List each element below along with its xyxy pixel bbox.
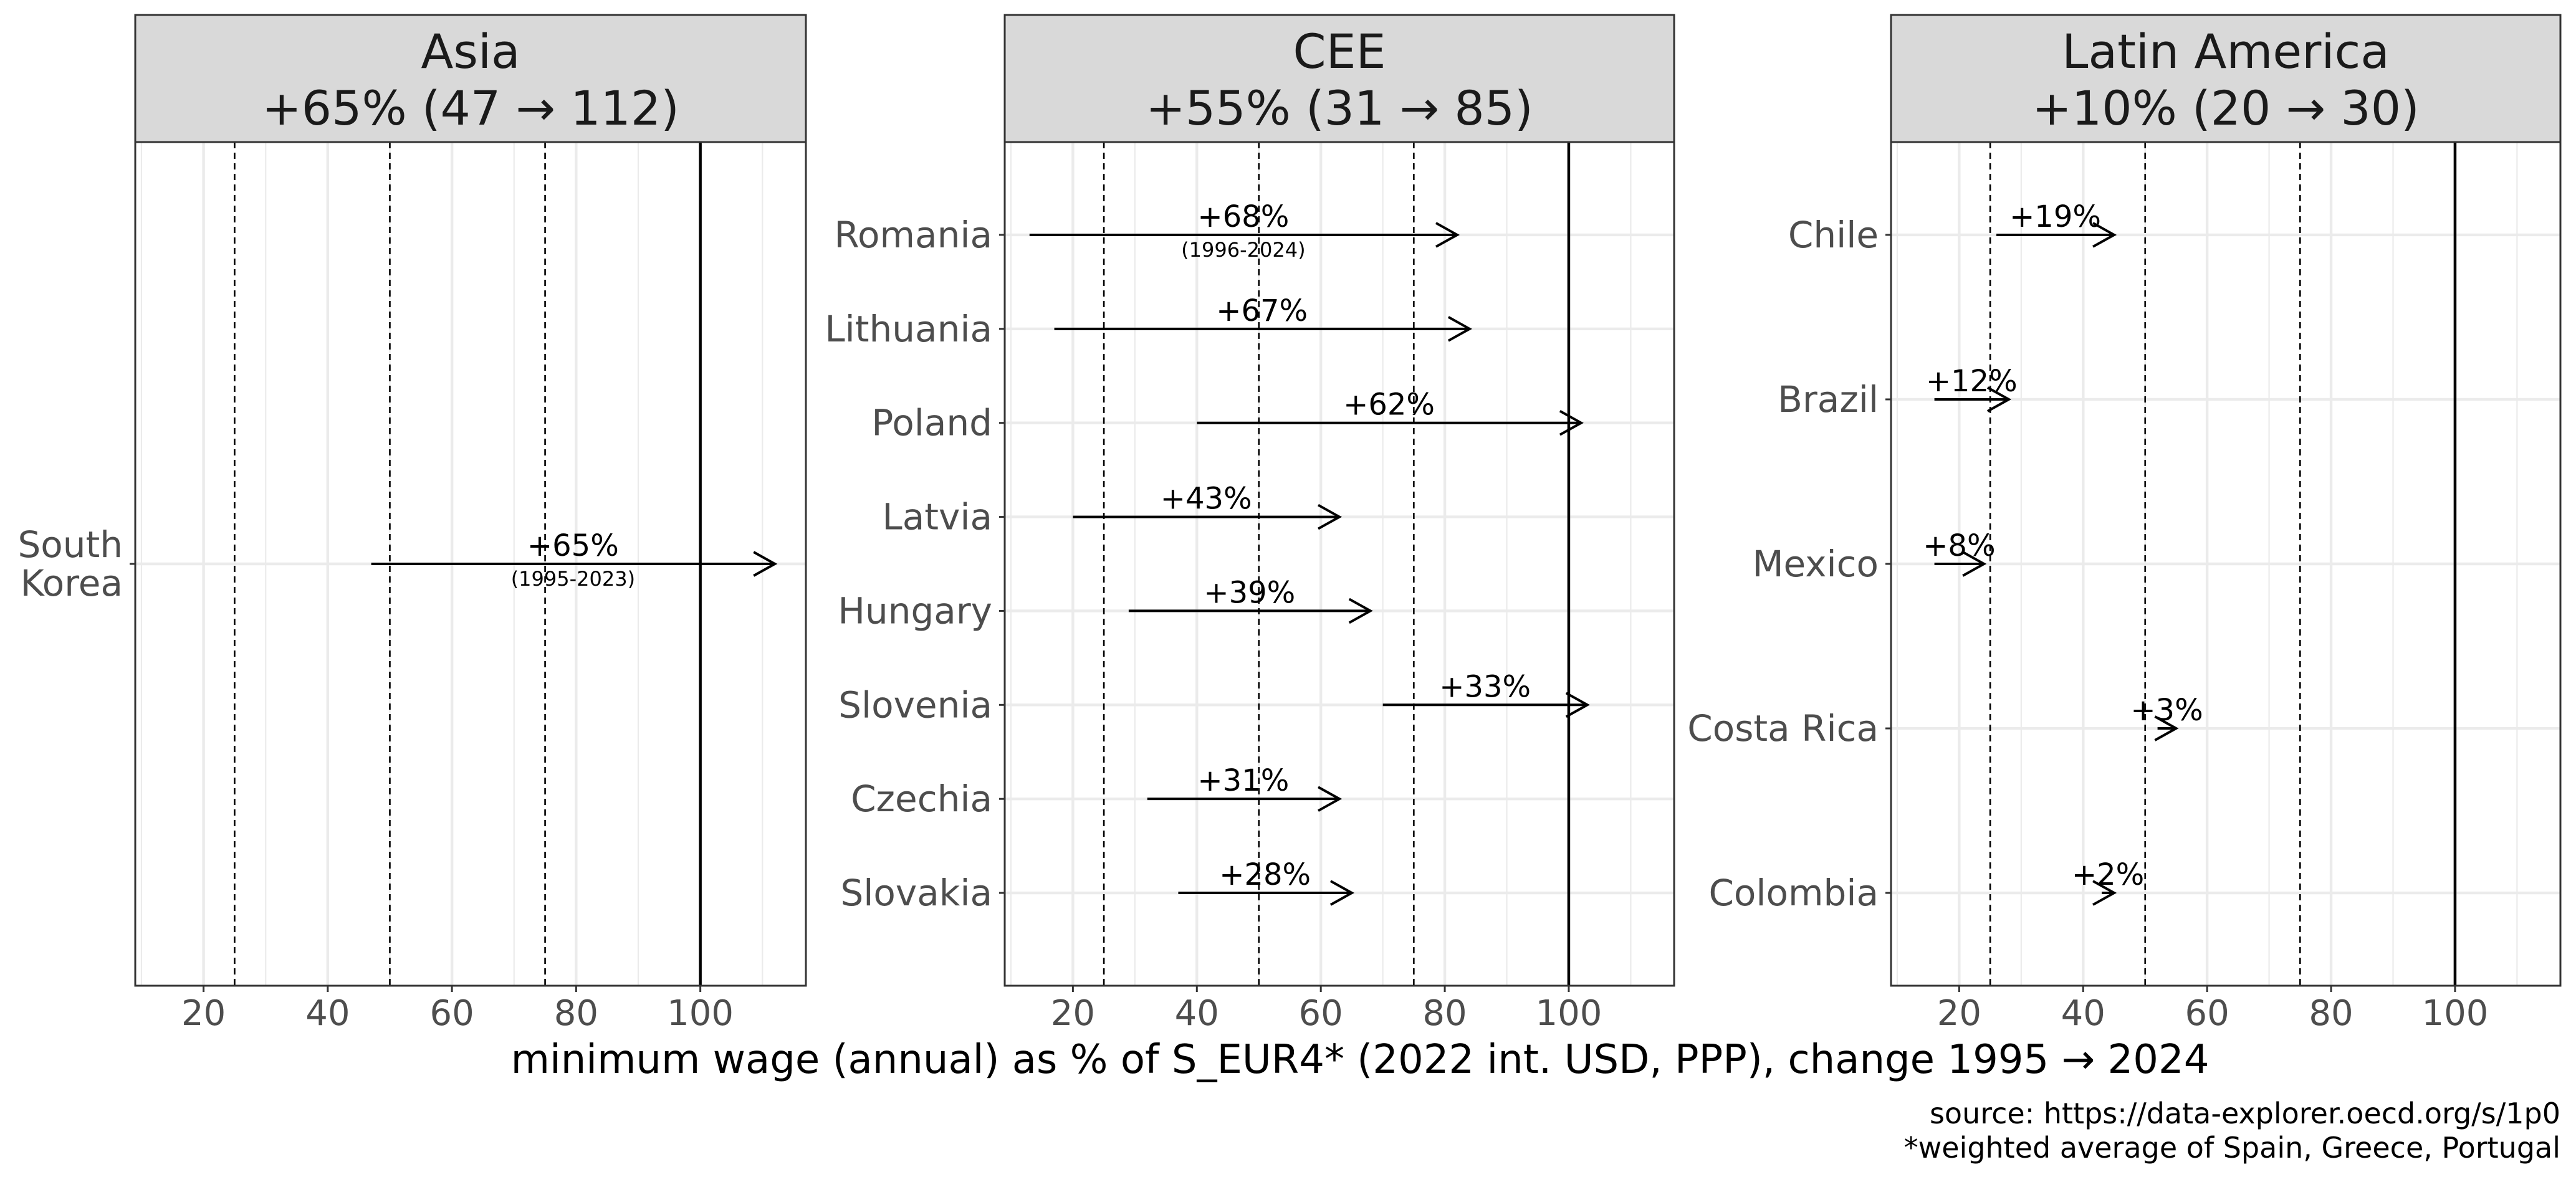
y-tick-label-slovenia: Slovenia xyxy=(838,684,992,726)
x-tick-label: 40 xyxy=(1175,993,1219,1034)
y-tick-label-chile: Chile xyxy=(1788,214,1879,256)
panel-background xyxy=(1005,142,1674,986)
y-tick-label-south-korea: South xyxy=(17,523,123,566)
y-tick-label-colombia: Colombia xyxy=(1708,872,1879,914)
arrow-head xyxy=(1565,692,1590,718)
strip-header xyxy=(1003,14,1675,143)
y-tick-label-hungary: Hungary xyxy=(838,589,992,632)
arrow-head xyxy=(1318,503,1343,530)
arrow-mexico xyxy=(1934,551,1987,577)
arrow-romania xyxy=(1029,222,1460,248)
change-label: +62% xyxy=(1343,388,1435,422)
change-label: +33% xyxy=(1439,669,1531,704)
change-label: +3% xyxy=(2130,693,2203,728)
x-tick-label: 80 xyxy=(2309,993,2353,1034)
arrow-head xyxy=(1329,880,1354,906)
arrow-head xyxy=(1986,386,2012,412)
arrow-head xyxy=(2092,222,2117,248)
change-label: +67% xyxy=(1216,293,1308,328)
change-label: +43% xyxy=(1161,482,1252,517)
arrow-latvia xyxy=(1073,503,1343,530)
period-label: (1995-2023) xyxy=(511,567,635,591)
y-tick-label-brazil: Brazil xyxy=(1778,378,1879,421)
arrow-head xyxy=(1962,551,1987,577)
strip-subtitle-latin-america: +10% (20 → 30) xyxy=(2032,80,2419,136)
x-tick-label: 40 xyxy=(305,993,350,1034)
arrow-slovakia xyxy=(1178,880,1354,906)
arrow-colombia xyxy=(2092,880,2117,906)
change-label: +68% xyxy=(1197,199,1289,234)
y-tick-label-poland: Poland xyxy=(871,402,992,444)
strip-title-latin-america: Latin America xyxy=(2062,24,2390,79)
change-label: +8% xyxy=(1923,528,1995,563)
x-tick-label: 60 xyxy=(429,993,474,1034)
x-tick-label: 60 xyxy=(1299,993,1343,1034)
strip-header xyxy=(134,14,807,143)
change-label: +19% xyxy=(2009,199,2101,234)
arrow-head xyxy=(1447,316,1472,342)
x-tick-label: 100 xyxy=(1535,993,1602,1034)
arrow-south-korea xyxy=(371,551,778,577)
x-tick-label: 20 xyxy=(181,993,226,1034)
arrow-head xyxy=(1318,786,1343,812)
change-label: +31% xyxy=(1197,763,1289,798)
arrow-chile xyxy=(1996,222,2117,248)
strip-title-cee: CEE xyxy=(1293,24,1386,79)
y-tick-label-romania: Romania xyxy=(834,214,992,256)
change-label: +39% xyxy=(1204,575,1295,610)
strip-title-asia: Asia xyxy=(421,24,520,79)
arrow-brazil xyxy=(1934,386,2012,412)
arrow-slovenia xyxy=(1382,692,1590,718)
arrow-head xyxy=(1435,222,1460,248)
strip-subtitle-cee: +55% (31 → 85) xyxy=(1146,80,1533,136)
arrow-poland xyxy=(1197,409,1584,436)
x-tick-label: 20 xyxy=(1937,993,1981,1034)
change-label: +28% xyxy=(1219,857,1311,892)
y-tick-label-mexico: Mexico xyxy=(1752,543,1879,585)
x-tick-label: 80 xyxy=(1422,993,1467,1034)
arrow-costa-rica xyxy=(2154,715,2179,741)
arrow-head xyxy=(2092,880,2117,906)
x-tick-label: 100 xyxy=(667,993,734,1034)
strip-subtitle-asia: +65% (47 → 112) xyxy=(262,80,679,136)
arrow-head xyxy=(753,551,778,577)
y-tick-label-costa-rica: Costa Rica xyxy=(1687,707,1879,750)
x-tick-label: 20 xyxy=(1051,993,1095,1034)
panel-latin-america: +19% Chile +12% Brazil +8% Mexico +3% Costa Ric… xyxy=(1687,14,2562,1034)
arrow-head xyxy=(1348,598,1373,624)
caption-note: *weighted average of Spain, Greece, Port… xyxy=(1904,1131,2560,1165)
arrow-lithuania xyxy=(1054,316,1472,342)
change-label: +12% xyxy=(1926,364,2018,399)
caption-source: source: https://data-explorer.oecd.org/s… xyxy=(1930,1097,2560,1130)
arrow-czechia xyxy=(1147,786,1343,812)
y-tick-label-lithuania: Lithuania xyxy=(825,308,992,350)
x-axis-title: minimum wage (annual) as % of S_EUR4* (2… xyxy=(511,1037,2210,1083)
arrow-head xyxy=(2154,715,2179,741)
arrow-head xyxy=(1559,409,1584,436)
x-tick-label: 40 xyxy=(2061,993,2105,1034)
strip-header xyxy=(1890,14,2562,143)
arrow-hungary xyxy=(1128,598,1373,624)
change-label: +2% xyxy=(2072,857,2144,892)
y-tick-label-slovakia: Slovakia xyxy=(840,872,992,914)
x-tick-label: 80 xyxy=(554,993,598,1034)
y-tick-label-latvia: Latvia xyxy=(882,496,992,538)
x-tick-label: 60 xyxy=(2185,993,2229,1034)
change-label: +65% xyxy=(527,528,619,563)
panel-cee: +68% (1996-2024) Romania +67% Lithuania +62% P… xyxy=(825,14,1675,1034)
period-label: (1996-2024) xyxy=(1181,238,1305,262)
y-tick-label-south-korea: Korea xyxy=(21,562,123,604)
y-tick-label-czechia: Czechia xyxy=(851,778,992,820)
x-tick-label: 100 xyxy=(2421,993,2488,1034)
